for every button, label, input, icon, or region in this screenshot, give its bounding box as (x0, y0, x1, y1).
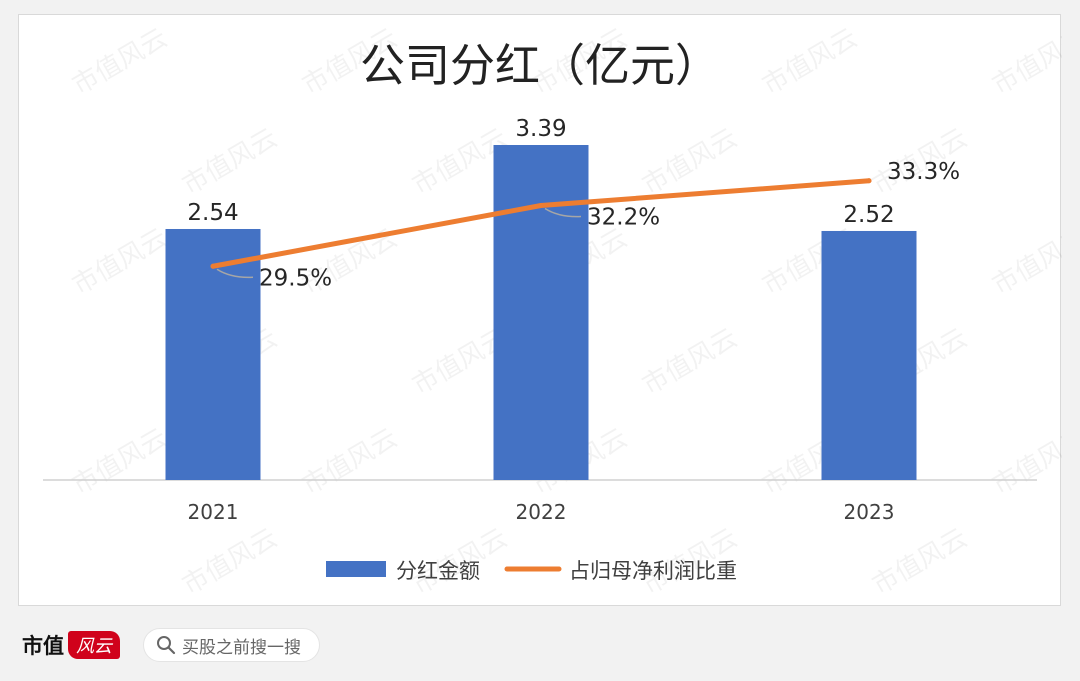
line-point-2022 (538, 203, 544, 208)
line-label-2022: 32.2% (587, 205, 660, 231)
watermark-text: 市值风云 (298, 423, 403, 501)
legend-swatch-bar (326, 561, 386, 577)
bar-label-2022: 3.39 (515, 116, 566, 142)
watermark-text: 市值风云 (68, 423, 173, 501)
search-icon (157, 636, 176, 655)
legend-label-line: 占归母净利润比重 (569, 559, 737, 583)
footer-bar: 市值 风云 买股之前搜一搜 (0, 614, 1080, 681)
x-tick-labels: 2021 2022 2023 (188, 500, 895, 524)
bar-label-2023: 2.52 (843, 202, 894, 228)
bar-2023 (821, 230, 917, 480)
watermark-text: 市值风云 (178, 123, 283, 201)
watermark-text: 市值风云 (638, 323, 743, 401)
x-tick-2021: 2021 (188, 500, 239, 524)
watermark-text: 市值风云 (178, 523, 283, 601)
line-series (210, 178, 872, 269)
leader-line (544, 207, 582, 218)
brand-logo[interactable]: 市值 风云 (22, 628, 120, 662)
bar-2022 (493, 145, 589, 480)
chart-card: 市值风云 市值风云 市值风云 市值风云 市值风云 市值风云 市值风云 市值风云 市值风云 市值风云… (18, 14, 1063, 606)
watermark-text: 市值风云 (988, 23, 1063, 101)
x-tick-2022: 2022 (516, 500, 567, 524)
search-text: 买股之前搜一搜 (182, 637, 301, 658)
legend: 分红金额 占归母净利润比重 (326, 559, 737, 583)
bar-label-2021: 2.54 (187, 200, 238, 226)
watermark-text: 市值风云 (988, 423, 1063, 501)
watermark-text: 市值风云 (988, 223, 1063, 301)
line-label-2021: 29.5% (259, 265, 332, 291)
legend-label-bar: 分红金额 (396, 559, 480, 583)
search-box[interactable]: 买股之前搜一搜 (143, 628, 320, 662)
brand-mark: 风云 (68, 631, 120, 659)
watermark-text: 市值风云 (868, 523, 973, 601)
chart-title: 公司分红（亿元） (360, 39, 720, 92)
line-data-labels: 29.5% 32.2% 33.3% (216, 159, 960, 291)
watermark-text: 市值风云 (68, 223, 173, 301)
brand-text: 市值 (22, 633, 64, 658)
line-point-2023 (866, 178, 872, 184)
bar-series (165, 145, 917, 480)
line-label-2023: 33.3% (887, 159, 960, 185)
watermark-text: 市值风云 (758, 23, 863, 101)
bar-2021 (165, 228, 261, 480)
x-tick-2023: 2023 (844, 500, 895, 524)
line-point-2021 (210, 263, 216, 269)
leader-line (216, 268, 254, 279)
bar-data-labels: 2.54 3.39 2.52 (187, 116, 894, 228)
watermark-text: 市值风云 (68, 23, 173, 101)
